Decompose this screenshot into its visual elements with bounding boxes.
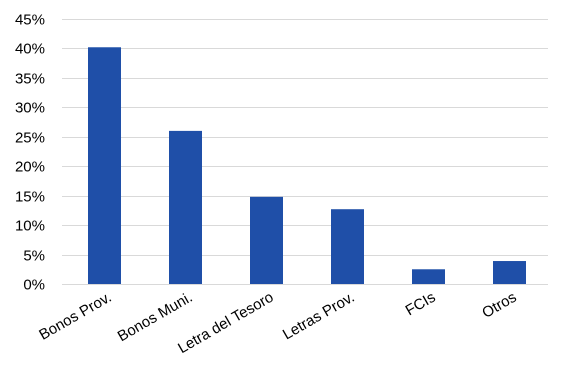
- y-tick-label: 20%: [15, 159, 45, 176]
- bar: [250, 196, 283, 284]
- x-category-label: Bonos Prov.: [36, 289, 114, 344]
- y-tick-label: 5%: [23, 248, 45, 265]
- y-tick-label: 10%: [15, 218, 45, 235]
- y-tick-label: 25%: [15, 130, 45, 147]
- bar: [331, 209, 364, 284]
- bars: [88, 47, 526, 285]
- y-tick-label: 45%: [15, 12, 45, 29]
- bar: [493, 261, 526, 284]
- x-category-label: Otros: [479, 289, 519, 322]
- y-tick-label: 35%: [15, 71, 45, 88]
- x-category-label: Letras Prov.: [280, 289, 358, 344]
- y-tick-label: 30%: [15, 100, 45, 117]
- bar: [169, 130, 202, 284]
- y-tick-label: 0%: [23, 277, 45, 294]
- x-axis-category-labels: Bonos Prov. Bonos Muni.Letra del Tesoro Le…: [36, 289, 519, 357]
- y-tick-label: 15%: [15, 189, 45, 206]
- y-axis-tick-labels: 0% 5% 10% 15% 20% 25% 30% 35% 40% 45%: [15, 12, 45, 294]
- y-tick-label: 40%: [15, 41, 45, 58]
- x-category-label: FCIs: [403, 289, 439, 320]
- bar: [88, 47, 121, 285]
- gridlines: [62, 19, 548, 285]
- bar: [412, 269, 445, 284]
